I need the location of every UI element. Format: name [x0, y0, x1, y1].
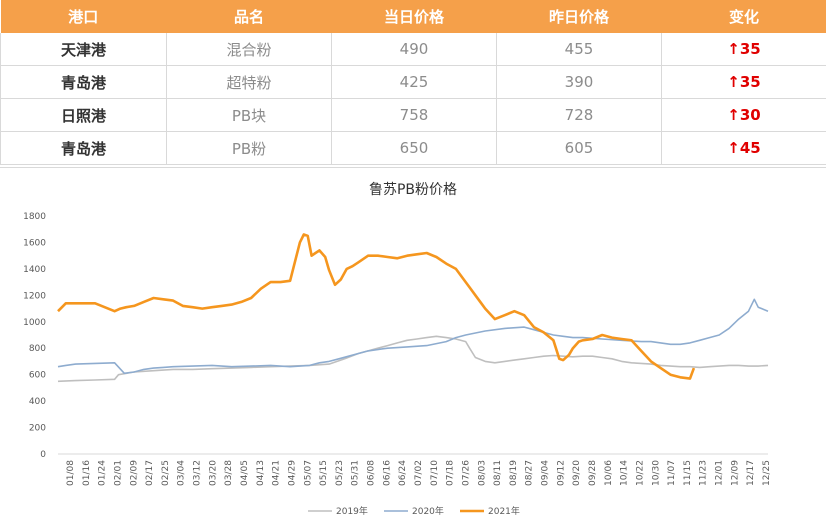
x-axis: 01/08 01/16 01/24 02/01 02/09 02/17 02/25 03/04… [66, 460, 772, 486]
x-tick-label: 04/05 [240, 460, 250, 486]
x-tick-label: 07/26 [461, 460, 471, 486]
x-tick-label: 05/15 [319, 460, 329, 486]
table-row: 日照港 PB块 758 728 ↑30 [1, 99, 826, 132]
x-tick-label: 04/21 [272, 460, 282, 486]
x-tick-label: 08/27 [525, 460, 535, 486]
y-tick-label: 1800 [23, 212, 46, 222]
x-tick-label: 12/25 [762, 460, 772, 486]
product-cell: PB粉 [167, 132, 332, 165]
header-product: 品名 [167, 0, 332, 33]
yesterday-price-cell: 390 [497, 66, 662, 99]
x-tick-label: 02/01 [113, 460, 123, 486]
x-tick-label: 04/29 [287, 460, 297, 486]
x-tick-label: 05/31 [351, 460, 361, 486]
x-tick-label: 02/09 [129, 460, 139, 486]
product-cell: 混合粉 [167, 33, 332, 66]
y-axis: 0 200 400 600 800 1000 1200 1400 1600 1800 [23, 212, 768, 460]
x-tick-label: 03/12 [193, 460, 203, 486]
x-tick-label: 08/19 [509, 460, 519, 486]
y-tick-label: 1000 [23, 318, 46, 328]
y-tick-label: 600 [29, 371, 46, 381]
x-tick-label: 01/08 [66, 460, 76, 486]
y-tick-label: 0 [40, 450, 46, 460]
x-tick-label: 02/17 [145, 460, 155, 486]
x-tick-label: 10/22 [635, 460, 645, 486]
x-tick-label: 06/16 [382, 460, 392, 486]
x-tick-label: 12/09 [730, 460, 740, 486]
x-tick-label: 03/20 [208, 460, 218, 486]
x-tick-label: 09/12 [556, 460, 566, 486]
product-cell: PB块 [167, 99, 332, 132]
y-tick-label: 1400 [23, 265, 46, 275]
x-tick-label: 11/15 [683, 460, 693, 486]
port-cell: 天津港 [1, 33, 167, 66]
chart-area: 鲁苏PB粉价格 0 200 400 600 800 1000 1200 1400 1600 180… [0, 167, 826, 530]
port-cell: 青岛港 [1, 132, 167, 165]
y-tick-label: 800 [29, 344, 46, 354]
port-cell: 日照港 [1, 99, 167, 132]
table-header-row: 港口 品名 当日价格 昨日价格 变化 [1, 0, 826, 33]
yesterday-price-cell: 455 [497, 33, 662, 66]
today-price-cell: 425 [332, 66, 497, 99]
x-tick-label: 12/17 [746, 460, 756, 486]
header-port: 港口 [1, 0, 167, 33]
x-tick-label: 11/23 [699, 460, 709, 486]
x-tick-label: 07/10 [430, 460, 440, 486]
y-tick-label: 1200 [23, 291, 46, 301]
change-cell: ↑30 [662, 99, 826, 132]
x-tick-label: 11/07 [667, 460, 677, 486]
header-change: 变化 [662, 0, 826, 33]
table-row: 青岛港 PB粉 650 605 ↑45 [1, 132, 826, 165]
x-tick-label: 02/25 [161, 460, 171, 486]
header-yesterday-price: 昨日价格 [497, 0, 662, 33]
x-tick-label: 10/06 [604, 460, 614, 486]
change-cell: ↑35 [662, 66, 826, 99]
x-tick-label: 01/24 [98, 460, 108, 486]
y-tick-label: 200 [29, 424, 46, 434]
x-tick-label: 01/16 [82, 460, 92, 486]
x-tick-label: 09/04 [541, 460, 551, 486]
x-tick-label: 09/20 [572, 460, 582, 486]
x-tick-label: 12/01 [715, 460, 725, 486]
today-price-cell: 490 [332, 33, 497, 66]
x-tick-label: 10/14 [620, 460, 630, 486]
x-tick-label: 08/03 [477, 460, 487, 486]
x-tick-label: 09/28 [588, 460, 598, 486]
y-tick-label: 1600 [23, 238, 46, 248]
legend-label: 2019年 [336, 505, 368, 517]
price-line-chart: 鲁苏PB粉价格 0 200 400 600 800 1000 1200 1400 1600 180… [0, 168, 826, 529]
port-cell: 青岛港 [1, 66, 167, 99]
x-tick-label: 06/24 [398, 460, 408, 486]
price-table: 港口 品名 当日价格 昨日价格 变化 天津港 混合粉 490 455 ↑35 青… [0, 0, 826, 165]
x-tick-label: 05/23 [335, 460, 345, 486]
chart-title: 鲁苏PB粉价格 [369, 182, 457, 198]
x-tick-label: 05/07 [303, 460, 313, 486]
x-tick-label: 08/11 [493, 460, 503, 486]
legend: 2019年 2020年 2021年 [308, 505, 520, 517]
x-tick-label: 07/02 [414, 460, 424, 486]
yesterday-price-cell: 728 [497, 99, 662, 132]
table-row: 天津港 混合粉 490 455 ↑35 [1, 33, 826, 66]
product-cell: 超特粉 [167, 66, 332, 99]
change-cell: ↑35 [662, 33, 826, 66]
change-cell: ↑45 [662, 132, 826, 165]
series-line-1 [58, 299, 768, 373]
today-price-cell: 758 [332, 99, 497, 132]
table-row: 青岛港 超特粉 425 390 ↑35 [1, 66, 826, 99]
header-today-price: 当日价格 [332, 0, 497, 33]
x-tick-label: 06/08 [367, 460, 377, 486]
legend-label: 2021年 [488, 505, 520, 517]
today-price-cell: 650 [332, 132, 497, 165]
y-tick-label: 400 [29, 397, 46, 407]
x-tick-label: 03/28 [224, 460, 234, 486]
x-tick-label: 07/18 [446, 460, 456, 486]
x-tick-label: 04/13 [256, 460, 266, 486]
yesterday-price-cell: 605 [497, 132, 662, 165]
x-tick-label: 10/30 [651, 460, 661, 486]
series-lines [58, 235, 768, 382]
x-tick-label: 03/04 [177, 460, 187, 486]
legend-label: 2020年 [412, 505, 444, 517]
